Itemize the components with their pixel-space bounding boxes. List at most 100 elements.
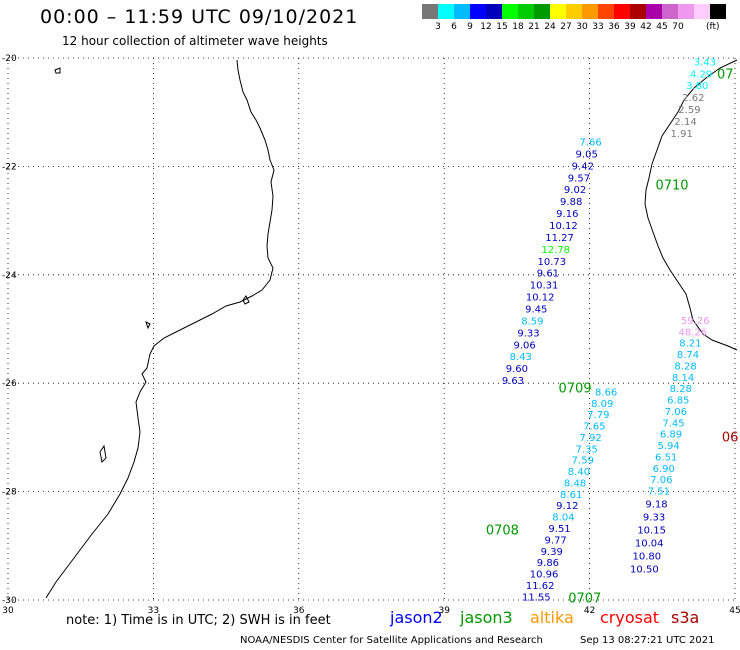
- legend-swatch: [502, 4, 518, 19]
- legend-swatch: [422, 4, 438, 19]
- wave-height-value: 8.09: [591, 399, 613, 410]
- wave-height-value: 1.91: [671, 129, 693, 140]
- coastline: [45, 59, 738, 599]
- madagascar-coastline: [644, 59, 738, 351]
- legend-swatch: [662, 4, 678, 19]
- wave-height-value: 10.12: [549, 221, 578, 232]
- wave-height-value: 11.62: [526, 581, 555, 592]
- pass-time-label: 07: [717, 67, 734, 82]
- legend-label: 39: [624, 22, 636, 32]
- satellite-name-cryosat: cryosat: [600, 608, 660, 627]
- wave-height-value: 10.12: [526, 293, 555, 304]
- wave-height-value: 10.15: [637, 526, 666, 537]
- legend-swatch: [454, 4, 470, 19]
- lon-tick-label: 39: [438, 606, 450, 616]
- legend-swatch: [646, 4, 662, 19]
- legend-label: 33: [592, 22, 604, 32]
- legend-swatch: [566, 4, 582, 19]
- wave-height-value: 9.57: [568, 173, 590, 184]
- wave-height-value: 9.06: [514, 340, 536, 351]
- wave-height-value: 8.66: [595, 387, 617, 398]
- wave-height-value: 7.59: [572, 456, 594, 467]
- wave-height-value: 7.66: [579, 138, 601, 149]
- wave-height-value: 9.05: [576, 149, 598, 160]
- legend-unit: (ft): [706, 22, 720, 32]
- wave-height-value: 7.92: [579, 433, 601, 444]
- lat-tick-label: -30: [2, 596, 17, 606]
- wave-height-value: 2.59: [678, 105, 700, 116]
- wave-height-value: 9.02: [564, 185, 586, 196]
- axis-ticks: 30 33 36 39 42 45 -20 -22 -24 -26 -28 -30: [2, 54, 740, 616]
- wave-height-value: 6.85: [667, 396, 689, 407]
- wave-height-value: 8.28: [674, 361, 696, 372]
- wave-height-value: 6.51: [655, 452, 677, 463]
- legend-label: 15: [496, 22, 508, 32]
- legend-label: 18: [512, 22, 524, 32]
- legend-label: 42: [640, 22, 652, 32]
- wave-height-value: 4.29: [690, 69, 712, 80]
- wave-height-value: 9.33: [643, 513, 665, 524]
- wave-height-value: 2.62: [682, 93, 704, 104]
- wave-height-value: 9.16: [556, 209, 578, 220]
- legend-swatch: [486, 4, 502, 19]
- wave-height-value: 7.06: [650, 475, 672, 486]
- wave-height-value: 3.80: [686, 81, 708, 92]
- satellite-name-jason2: jason2: [390, 608, 443, 627]
- wave-height-value: 8.21: [679, 339, 701, 350]
- wave-height-value: 59.26: [681, 316, 710, 327]
- lat-tick-label: -28: [2, 488, 17, 498]
- lon-tick-label: 30: [2, 606, 14, 616]
- wave-height-value: 11.55: [522, 592, 551, 603]
- wave-height-value: 10.04: [635, 539, 664, 550]
- wave-height-value: 10.96: [530, 570, 559, 581]
- legend-label: 3: [435, 22, 441, 32]
- legend-swatch: [438, 4, 454, 19]
- wave-height-value: 9.42: [572, 161, 594, 172]
- timestamp: Sep 13 08:27:21 UTC 2021: [580, 635, 715, 646]
- wave-height-value: 10.50: [630, 565, 659, 576]
- pass-time-label: 0709: [559, 382, 592, 397]
- wave-height-value: 7.65: [583, 422, 605, 433]
- lon-tick-label: 33: [148, 606, 159, 616]
- legend-label: 70: [672, 22, 684, 32]
- wave-height-value: 8.04: [552, 513, 574, 524]
- wave-height-value: 12.78: [541, 245, 570, 256]
- legend-swatch: [694, 4, 710, 19]
- pass-time-label: 0707: [568, 591, 601, 606]
- wave-height-value: 3.43: [694, 57, 716, 68]
- island-bazaruto: [242, 295, 250, 305]
- pass-time-label: 06: [722, 430, 739, 445]
- wave-height-tracks: 11.5511.6210.969.869.399.779.518.049.128…: [486, 57, 739, 606]
- wave-height-value: 5.94: [657, 441, 679, 452]
- wave-height-value: 8.14: [672, 373, 694, 384]
- wave-height-value: 8.40: [568, 467, 590, 478]
- wave-height-value: 9.88: [560, 197, 582, 208]
- page-subtitle: 12 hour collection of altimeter wave hei…: [62, 34, 328, 48]
- wave-height-value: 9.45: [525, 304, 547, 315]
- wave-height-value: 7.79: [587, 410, 609, 421]
- africa-coastline: [45, 59, 275, 599]
- lat-tick-label: -22: [2, 162, 17, 172]
- wave-height-value: 2.14: [674, 117, 696, 128]
- wave-height-value: 9.51: [548, 524, 570, 535]
- wave-height-value: 9.63: [502, 376, 524, 387]
- wave-height-value: 11.27: [545, 233, 574, 244]
- lat-tick-label: -20: [2, 54, 17, 64]
- wave-height-value: 9.12: [556, 501, 578, 512]
- lat-tick-label: -26: [2, 379, 17, 389]
- wave-height-value: 9.86: [537, 558, 559, 569]
- wave-height-value: 7.35: [576, 444, 598, 455]
- legend-label: 21: [528, 22, 540, 32]
- page-title: 00:00 – 11:59 UTC 09/10/2021: [40, 6, 359, 28]
- pass-time-label: 0710: [655, 178, 688, 193]
- legend-swatch: [630, 4, 646, 19]
- legend-swatch: [710, 4, 726, 19]
- wave-height-value: 9.61: [537, 269, 559, 280]
- legend-label: 12: [480, 22, 492, 32]
- wave-height-value: 8.61: [560, 490, 582, 501]
- wave-height-value: 7.51: [648, 487, 670, 498]
- wave-height-value: 9.77: [545, 535, 567, 546]
- wave-height-value: 10.73: [537, 257, 566, 268]
- footnote: note: 1) Time is in UTC; 2) SWH is in fe…: [66, 613, 331, 628]
- satellite-name-jason3: jason3: [460, 608, 513, 627]
